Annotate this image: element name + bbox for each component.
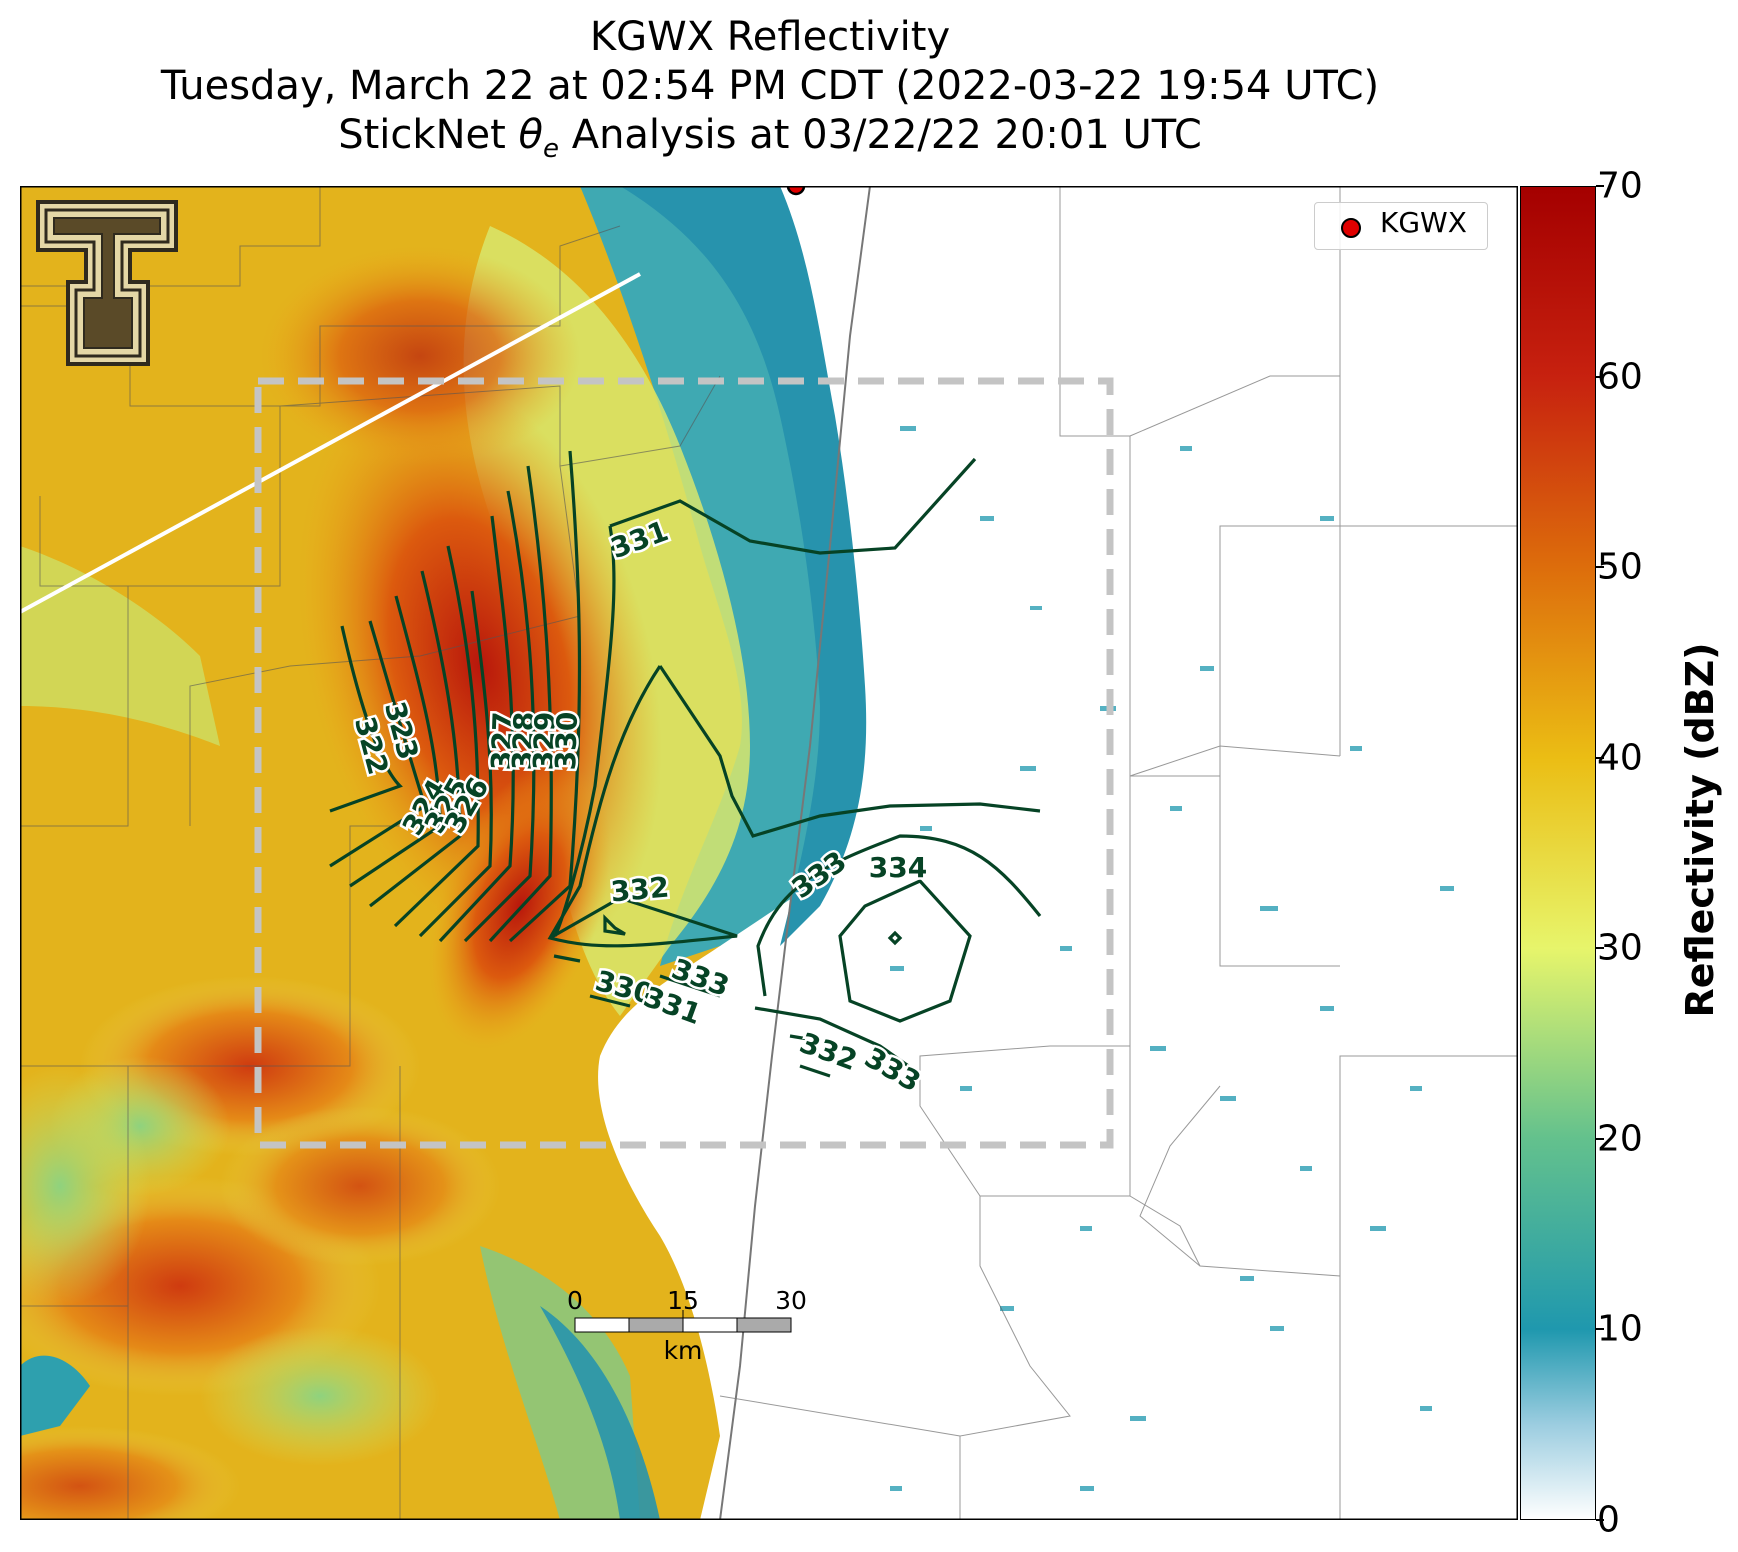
- legend-marker: [1341, 218, 1361, 238]
- colorbar-tick-30: 30: [1597, 927, 1643, 969]
- colorbar-tick-20: 20: [1597, 1118, 1643, 1160]
- state-boundary: [719, 186, 871, 1520]
- colorbar-tick-mark: [1596, 1519, 1604, 1521]
- county-boundaries: [20, 186, 1518, 1520]
- colorbar-tick-0: 0: [1597, 1499, 1620, 1541]
- colorbar-tick-mark: [1596, 375, 1604, 378]
- theta-e-contours: [329, 450, 1042, 1078]
- theta-subscript: e: [542, 134, 559, 164]
- legend-label: KGWX: [1380, 206, 1467, 239]
- map-title: KGWX Reflectivity: [589, 14, 951, 60]
- colorbar-tick-mark: [1596, 947, 1604, 950]
- colorbar-tick-40: 40: [1597, 737, 1643, 779]
- contour-label-332: 332: [609, 871, 670, 909]
- colorbar-tick-mark: [1596, 566, 1604, 569]
- colorbar-tick-10: 10: [1597, 1308, 1643, 1350]
- colorbar-tick-50: 50: [1597, 546, 1643, 588]
- analysis-domain-box: [254, 377, 1114, 1149]
- colorbar-tick-mark: [1596, 185, 1604, 187]
- scale-bar: [574, 1310, 792, 1333]
- contour-label-328: 328: [506, 711, 541, 771]
- colorbar-tick-mark: [1596, 756, 1604, 759]
- contour-label-330: 330: [549, 711, 584, 771]
- map-subtitle-time: Tuesday, March 22 at 02:54 PM CDT (2022-…: [160, 63, 1380, 109]
- contour-label-334: 334: [869, 851, 927, 884]
- scalebar-tick-15: 15: [667, 1286, 699, 1315]
- contour-label-327: 327: [485, 711, 520, 771]
- colorbar-tick-mark: [1596, 1137, 1604, 1140]
- scalebar-tick-30: 30: [775, 1286, 807, 1315]
- analysis-prefix: StickNet: [338, 112, 519, 158]
- analysis-suffix: Analysis at 03/22/22 20:01 UTC: [558, 112, 1202, 158]
- scalebar-tick-0: 0: [567, 1286, 583, 1315]
- theta-symbol: θ: [518, 112, 543, 158]
- map-subtitle-analysis: StickNet θe Analysis at 03/22/22 20:01 U…: [0, 112, 1540, 172]
- colorbar: [1520, 186, 1596, 1520]
- radial-line: [20, 272, 641, 614]
- colorbar-tick-70: 70: [1597, 165, 1643, 207]
- texas-tech-logo: [36, 200, 178, 366]
- contour-label-329: 329: [527, 711, 562, 771]
- colorbar-tick-mark: [1596, 1328, 1604, 1331]
- colorbar-label: Reflectivity (dBZ): [1678, 642, 1722, 1018]
- colorbar-tick-60: 60: [1597, 356, 1643, 398]
- scalebar-unit: km: [663, 1336, 703, 1365]
- kgwx-radar-marker[interactable]: [786, 186, 806, 196]
